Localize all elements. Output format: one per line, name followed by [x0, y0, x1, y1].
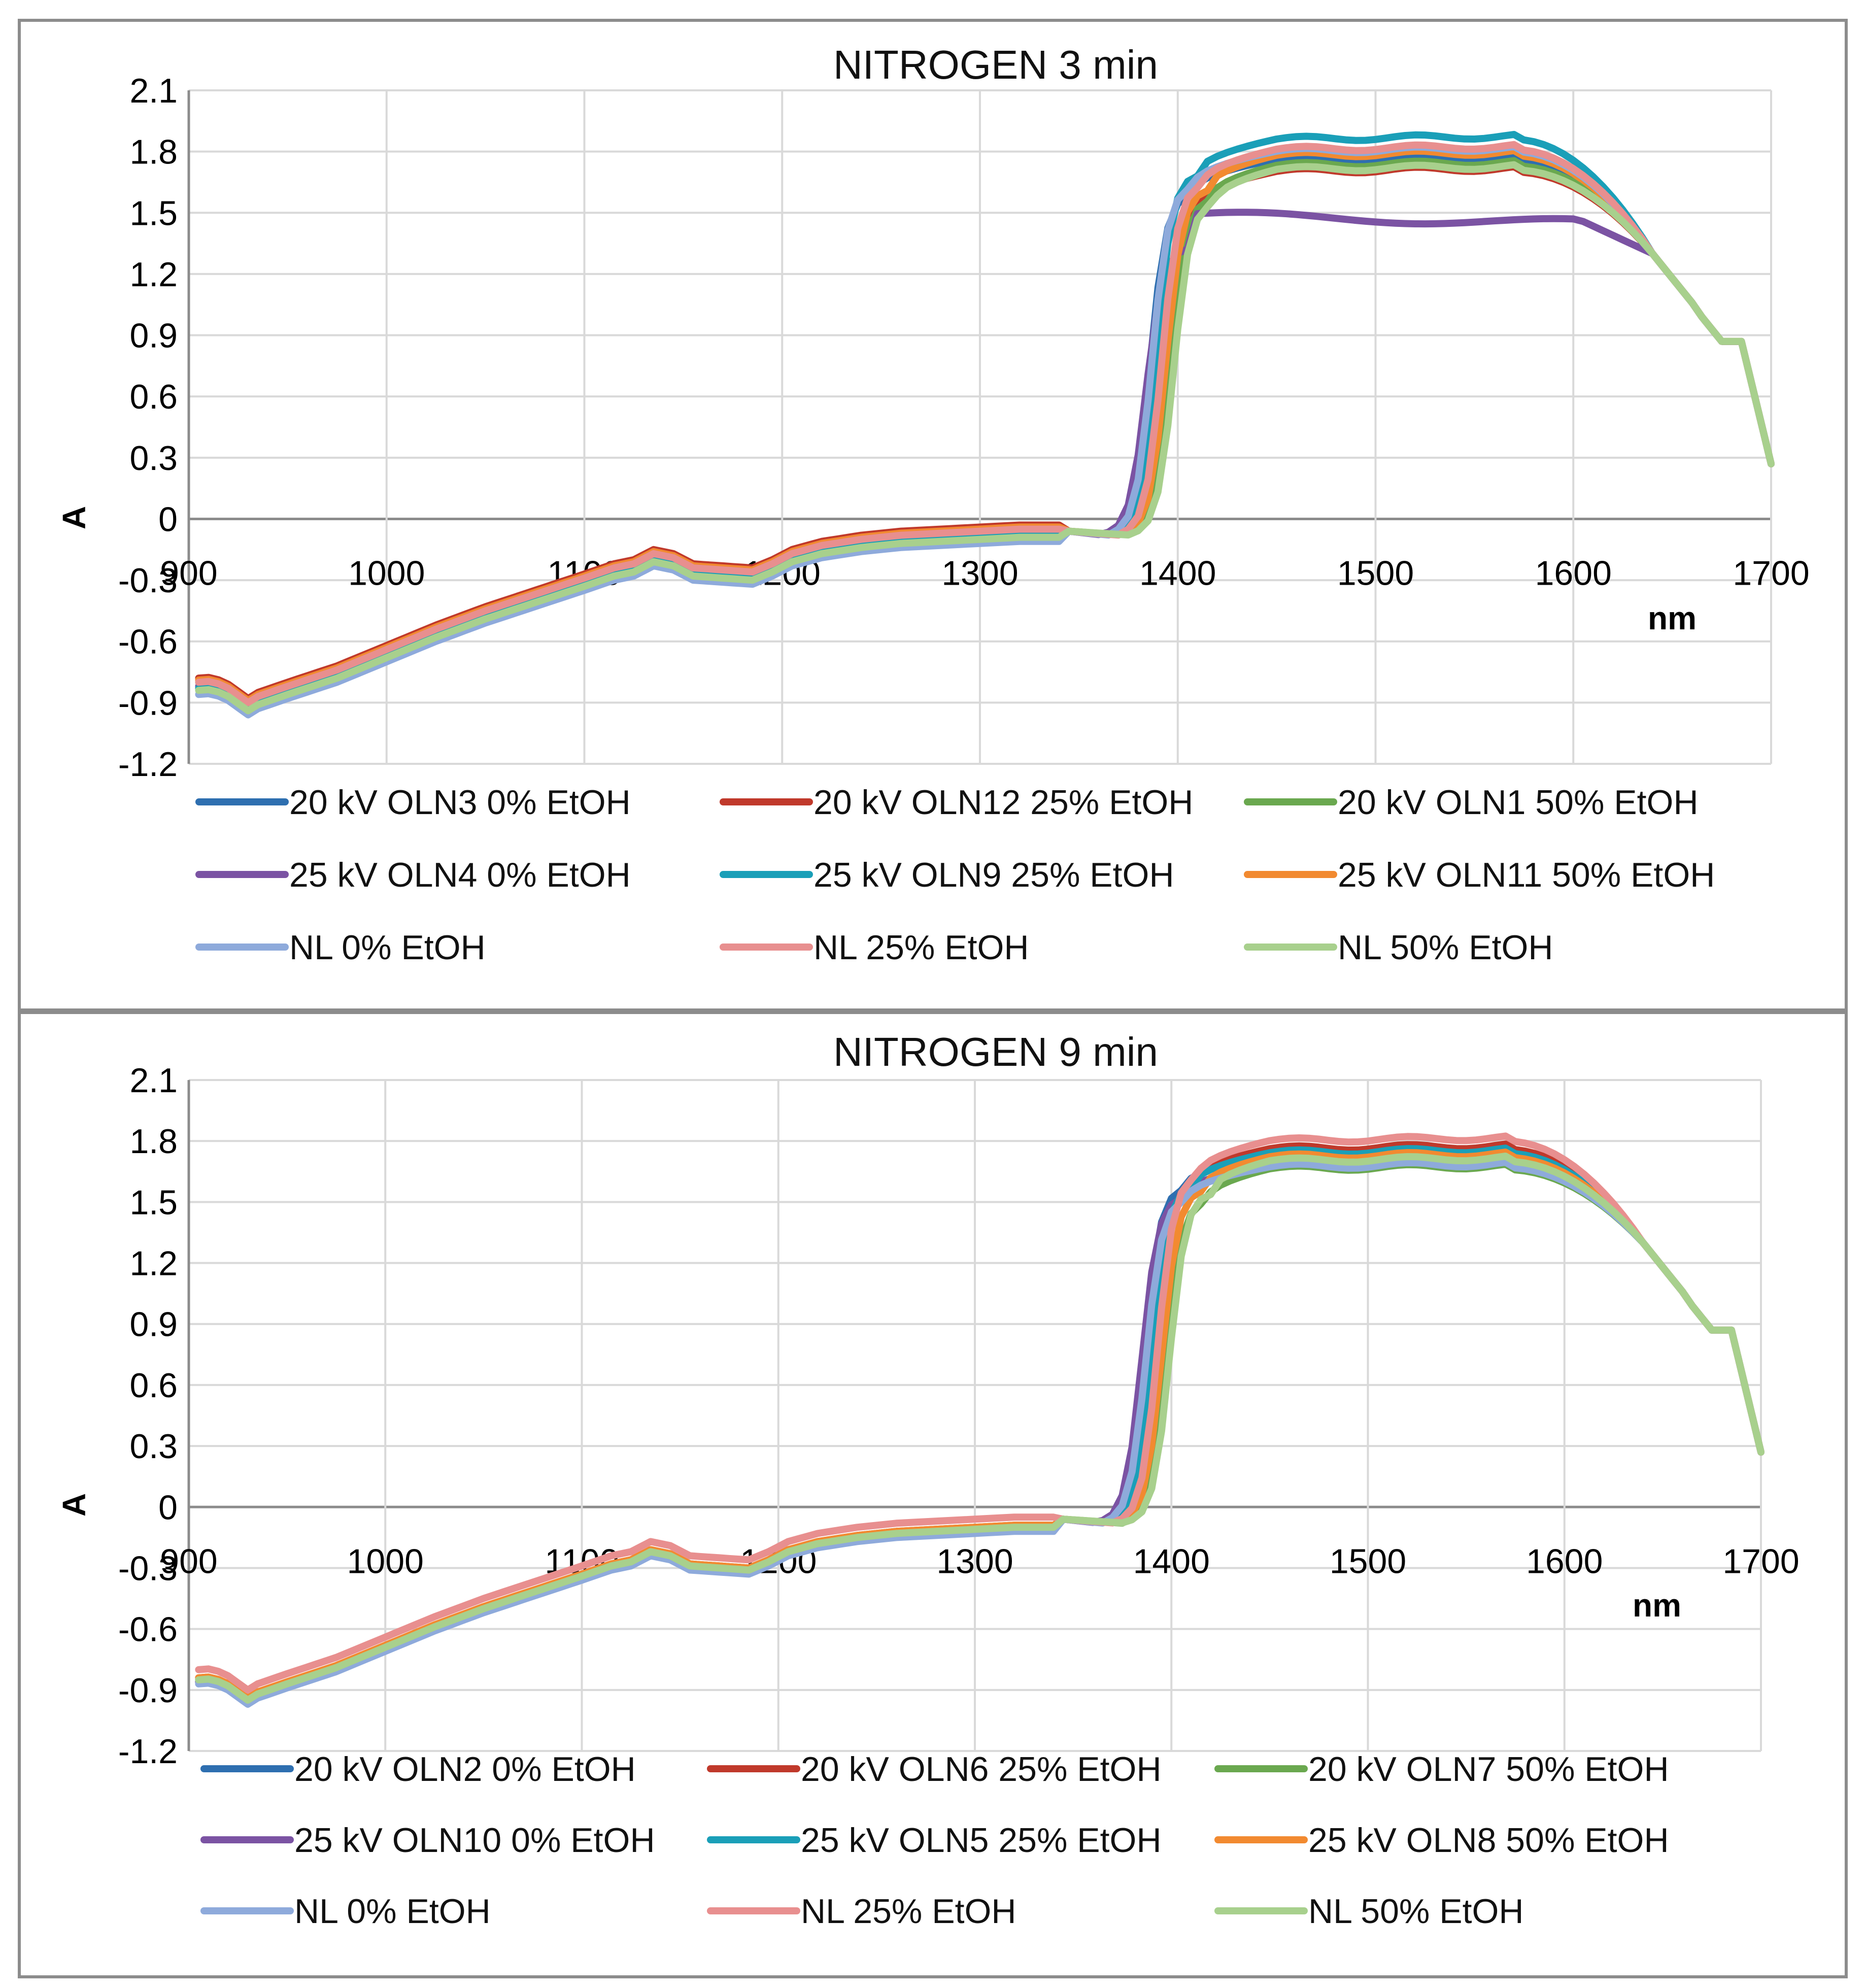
legend-label: 20 kV OLN12 25% EtOH	[813, 783, 1193, 822]
legend-label: NL 0% EtOH	[289, 928, 486, 967]
legend-label: 20 kV OLN1 50% EtOH	[1338, 783, 1699, 822]
y-tick-label: 0.3	[129, 439, 178, 478]
y-tick-label: 2.1	[129, 72, 178, 110]
legend-item: 20 kV OLN3 0% EtOH	[195, 783, 631, 822]
y-tick-label: -0.6	[118, 623, 178, 661]
y-tick-label: 0	[158, 500, 178, 538]
legend-item: NL 50% EtOH	[1214, 1892, 1524, 1931]
x-tick-label: 900	[160, 554, 217, 592]
y-tick-label: 0	[158, 1488, 178, 1527]
x-ticks-2: 900 1000 1100 1200 1300 1400 1500 1600 1700	[160, 1542, 1799, 1580]
legend-label: 25 kV OLN10 0% EtOH	[294, 1821, 655, 1860]
y-tick-label: 1.2	[129, 1244, 178, 1283]
legend-item: NL 0% EtOH	[195, 928, 486, 967]
legend-label: 20 kV OLN2 0% EtOH	[294, 1750, 636, 1789]
legend-label: 25 kV OLN8 50% EtOH	[1308, 1821, 1669, 1860]
legend-label: 20 kV OLN6 25% EtOH	[801, 1750, 1162, 1789]
grid-2	[187, 1079, 1762, 1752]
series-lines-2	[195, 1132, 1765, 1708]
legend-item: NL 25% EtOH	[707, 1892, 1016, 1931]
series-line-7	[195, 1158, 1765, 1708]
x-tick-label: 1600	[1535, 554, 1612, 592]
legend-label: NL 50% EtOH	[1338, 928, 1553, 967]
x-tick-label: 1700	[1733, 554, 1809, 592]
x-tick-label: 1600	[1526, 1542, 1603, 1580]
chart-title-1: NITROGEN 3 min	[833, 42, 1158, 87]
legend-label: NL 25% EtOH	[813, 928, 1029, 967]
x-tick-label: 1500	[1337, 554, 1414, 592]
x-tick-label: 1300	[941, 554, 1018, 592]
legend-item: 25 kV OLN11 50% EtOH	[1244, 856, 1715, 894]
series-line-9	[195, 1153, 1765, 1704]
legend-label: 25 kV OLN11 50% EtOH	[1338, 856, 1715, 894]
legend-label: 20 kV OLN3 0% EtOH	[289, 783, 631, 822]
x-tick-label: 1000	[347, 1542, 424, 1580]
legend-label: NL 25% EtOH	[801, 1892, 1016, 1931]
series-lines-1	[195, 130, 1775, 719]
y-tick-label: -0.9	[118, 1671, 178, 1710]
y-tick-label: 0.3	[129, 1427, 178, 1466]
y-tick-label: 2.1	[129, 1061, 178, 1100]
legend-item: NL 50% EtOH	[1244, 928, 1553, 967]
y-tick-label: 1.8	[129, 133, 178, 172]
legend-2: 20 kV OLN2 0% EtOH 20 kV OLN6 25% EtOH 20 …	[200, 1750, 1669, 1931]
legend-label: 25 kV OLN5 25% EtOH	[801, 1821, 1162, 1860]
legend-item: NL 0% EtOH	[200, 1892, 491, 1931]
y-tick-label: -1.2	[118, 1732, 178, 1771]
legend-1: 20 kV OLN3 0% EtOH 20 kV OLN12 25% EtOH 20…	[195, 783, 1715, 967]
y-tick-label: -1.2	[118, 745, 178, 784]
legend-item: 20 kV OLN1 50% EtOH	[1244, 783, 1699, 822]
series-line-8	[195, 1132, 1765, 1694]
x-ticks-1: 900 1000 1100 1200 1300 1400 1500 1600 1700	[160, 554, 1809, 592]
x-tick-label: 900	[160, 1542, 217, 1580]
legend-item: 25 kV OLN8 50% EtOH	[1214, 1821, 1669, 1860]
legend-item: 25 kV OLN9 25% EtOH	[720, 856, 1174, 894]
series-line-9	[195, 161, 1775, 715]
y-tick-label: 0.9	[129, 317, 178, 355]
y-tick-label: 1.8	[129, 1122, 178, 1161]
y-axis-label-1: A	[56, 506, 92, 529]
y-ticks-1: 2.1 1.8 1.5 1.2 0.9 0.6 0.3 0 -0.3 -0.6 -0.9 -1.2	[118, 72, 178, 784]
x-tick-label: 1700	[1722, 1542, 1799, 1580]
y-tick-label: -0.3	[118, 561, 178, 600]
series-line-8	[195, 141, 1775, 706]
chart-frame-1	[18, 19, 1848, 1012]
grid-1	[187, 89, 1772, 765]
legend-label: NL 0% EtOH	[294, 1892, 491, 1931]
chart-panel-2: NITROGEN 9 min 2.1 1.8 1.5 1.2 0.9 0.6 0.3 0 -0.…	[18, 1011, 1848, 1978]
x-tick-label: 1300	[936, 1542, 1013, 1580]
y-tick-label: -0.9	[118, 684, 178, 722]
chart-panel-1: NITROGEN 3 min 2.1 1.8 1.5 1.2 0.9 0.6 0.3 0 -0.…	[18, 19, 1848, 1012]
x-axis-label-1: nm	[1648, 600, 1697, 636]
legend-label: NL 50% EtOH	[1308, 1892, 1524, 1931]
x-tick-label: 1000	[348, 554, 425, 592]
legend-item: 20 kV OLN6 25% EtOH	[707, 1750, 1162, 1789]
legend-label: 20 kV OLN7 50% EtOH	[1308, 1750, 1669, 1789]
x-axis-label-2: nm	[1633, 1587, 1681, 1624]
x-tick-label: 1400	[1133, 1542, 1210, 1580]
x-tick-label: 1400	[1139, 554, 1216, 592]
y-tick-label: 1.2	[129, 255, 178, 294]
y-tick-label: 0.6	[129, 1366, 178, 1405]
legend-label: 25 kV OLN4 0% EtOH	[289, 856, 631, 894]
legend-label: 25 kV OLN9 25% EtOH	[813, 856, 1174, 894]
y-tick-label: -0.6	[118, 1610, 178, 1649]
legend-item: 25 kV OLN4 0% EtOH	[195, 856, 631, 894]
y-tick-label: 1.5	[129, 194, 178, 232]
y-axis-label-2: A	[56, 1493, 92, 1517]
y-tick-label: 0.6	[129, 378, 178, 416]
legend-item: 25 kV OLN10 0% EtOH	[200, 1821, 655, 1860]
y-tick-label: -0.3	[118, 1549, 178, 1588]
legend-item: 25 kV OLN5 25% EtOH	[707, 1821, 1162, 1860]
legend-item: 20 kV OLN12 25% EtOH	[720, 783, 1193, 822]
legend-item: 20 kV OLN2 0% EtOH	[200, 1750, 636, 1789]
x-tick-label: 1500	[1330, 1542, 1406, 1580]
y-tick-label: 1.5	[129, 1183, 178, 1222]
y-tick-label: 0.9	[129, 1305, 178, 1344]
y-ticks-2: 2.1 1.8 1.5 1.2 0.9 0.6 0.3 0 -0.3 -0.6 -0.9 -1.2	[118, 1061, 178, 1771]
legend-item: NL 25% EtOH	[720, 928, 1029, 967]
legend-item: 20 kV OLN7 50% EtOH	[1214, 1750, 1669, 1789]
chart-title-2: NITROGEN 9 min	[833, 1029, 1158, 1074]
